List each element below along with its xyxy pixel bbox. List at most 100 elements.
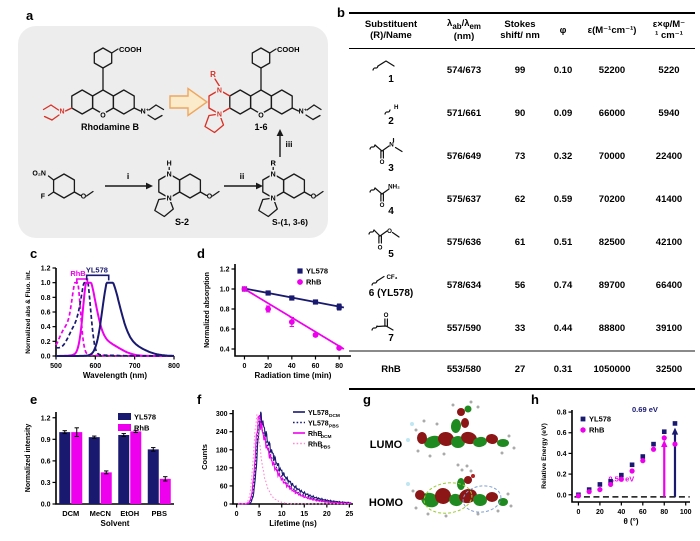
- svg-text:0.2: 0.2: [41, 339, 51, 346]
- product-red-ring-highlight: [204, 78, 231, 134]
- cell-brightness: 32500: [643, 349, 695, 390]
- table-row: N O 3 576/649 73 0.32 70000 22400: [349, 135, 695, 178]
- cell-brightness: 66400: [655, 279, 683, 291]
- s136-name: S-(1, 3-6): [272, 217, 308, 227]
- homo-orbital-image: [406, 463, 513, 518]
- table-row: O 7 557/590 33 0.44 88800 39100: [349, 307, 695, 351]
- substituent-structure-1: [372, 60, 395, 71]
- table-row: NH₂ O 4 575/637 62 0.59 70200 41400: [349, 178, 695, 221]
- cell-phi: 0.59: [553, 193, 573, 205]
- cell-phi: 0.32: [553, 150, 573, 162]
- cell-stokes: 99: [514, 64, 526, 76]
- oxygen-label: O: [207, 194, 213, 201]
- substituent-structure-4: NH₂ O: [369, 183, 400, 208]
- cell-lambda: 553/580: [433, 349, 495, 390]
- svg-text:0.4: 0.4: [220, 347, 230, 354]
- svg-text:0.4: 0.4: [557, 451, 567, 458]
- cooh-label: COOH: [119, 45, 142, 54]
- cell-brightness: 41400: [655, 193, 683, 205]
- svg-text:PBS: PBS: [321, 445, 332, 451]
- cell-stokes: 33: [514, 322, 526, 334]
- svg-text:YL578: YL578: [134, 413, 156, 422]
- svg-text:RhB: RhB: [589, 426, 605, 435]
- svg-text:0.0: 0.0: [41, 502, 51, 509]
- cell-lambda: 557/590: [446, 322, 482, 334]
- svg-text:O: O: [380, 159, 385, 165]
- svg-text:0.8: 0.8: [41, 295, 51, 302]
- photophysics-table: Substituent (R)/Name λab/λem (nm) Stokes sh…: [349, 11, 695, 390]
- compound-number: 7: [388, 333, 394, 345]
- nitrogen-label: N: [167, 196, 172, 203]
- panel-label-f: f: [197, 392, 202, 407]
- svg-text:H: H: [394, 104, 399, 111]
- table-row: H 2 571/661 90 0.09 66000 5940: [349, 92, 695, 135]
- cell-phi: 0.31: [545, 349, 581, 390]
- svg-text:DCM: DCM: [321, 434, 332, 440]
- svg-text:5: 5: [257, 511, 261, 518]
- svg-text:O: O: [384, 312, 389, 319]
- svg-text:120: 120: [216, 465, 228, 472]
- svg-text:0.0: 0.0: [557, 492, 567, 499]
- step-ii-label: ii: [240, 171, 245, 181]
- cell-epsilon: 1050000: [581, 349, 643, 390]
- panel-label-e: e: [30, 392, 38, 407]
- product-name: 1-6: [254, 122, 267, 132]
- chart-h-torsion-energy: 0 20 40 60 80 100 0.0 0.2 0.4 0.6 0.8 θ (°) Relative…: [541, 405, 692, 526]
- svg-text:800: 800: [168, 363, 180, 370]
- svg-text:0: 0: [235, 511, 239, 518]
- cell-epsilon: 52200: [598, 64, 626, 76]
- svg-text:DCM: DCM: [329, 413, 340, 419]
- homo-dashed-circle-blue: [462, 485, 502, 513]
- homo-label: HOMO: [369, 497, 404, 509]
- svg-text:0.6: 0.6: [41, 310, 51, 317]
- svg-text:10: 10: [278, 511, 286, 518]
- homo-dashed-circle-green: [423, 482, 473, 514]
- svg-text:60: 60: [312, 363, 320, 370]
- table-row: CF₃ 6 (YL578) 578/634 56 0.74 89700 6640…: [349, 264, 695, 307]
- substituent-structure-5: O O: [368, 228, 400, 251]
- svg-text:0.8: 0.8: [220, 307, 230, 314]
- cell-brightness: 42100: [655, 236, 683, 248]
- cell-brightness: 5220: [658, 64, 680, 76]
- svg-text:Normalized abs & Fluo. int.: Normalized abs & Fluo. int.: [25, 270, 32, 354]
- fluorine-label: F: [41, 194, 46, 201]
- panel-label-d: d: [197, 246, 205, 261]
- substituent-structure-3: N O: [369, 137, 403, 165]
- block-arrow-icon: [169, 87, 209, 117]
- svg-text:0.0: 0.0: [41, 354, 51, 361]
- svg-text:YL578: YL578: [589, 415, 611, 424]
- substituent-structure-6: CF₃: [371, 274, 398, 286]
- svg-text:0.6: 0.6: [220, 327, 230, 334]
- substituent-structure-7: O: [371, 312, 394, 331]
- svg-text:O: O: [387, 228, 392, 235]
- svg-text:1.0: 1.0: [220, 287, 230, 294]
- compound-number: 2: [388, 116, 394, 128]
- cell-brightness: 39100: [655, 322, 683, 334]
- svg-text:0.4: 0.4: [41, 324, 51, 331]
- panel-label-a: a: [26, 8, 34, 23]
- nitro-label: O₂N: [32, 171, 46, 178]
- svg-text:Wavelength (nm): Wavelength (nm): [83, 371, 147, 380]
- svg-text:0.2: 0.2: [557, 472, 567, 479]
- svg-text:O: O: [380, 202, 385, 208]
- rhodamine-b-name: Rhodamine B: [81, 122, 140, 132]
- table-row: O O 5 575/636 61 0.51 82500 42100: [349, 221, 695, 264]
- svg-text:PBS: PBS: [329, 424, 340, 430]
- svg-text:15: 15: [300, 511, 308, 518]
- compound-number: 3: [388, 162, 394, 174]
- svg-text:25: 25: [345, 511, 353, 518]
- reaction-arrow-iii: iii: [276, 129, 293, 157]
- svg-text:40: 40: [617, 509, 625, 516]
- svg-text:CF₃: CF₃: [386, 274, 397, 281]
- svg-text:Counts: Counts: [200, 444, 209, 470]
- reaction-arrow-i: i: [105, 171, 153, 190]
- s136-structure: [258, 166, 324, 218]
- svg-text:YL578: YL578: [308, 410, 329, 417]
- compound-number: 1: [388, 74, 394, 86]
- cell-phi: 0.74: [553, 279, 573, 291]
- lumo-label: LUMO: [370, 439, 403, 451]
- col-header-brightness: ε×φ/M⁻ ¹ cm⁻¹: [643, 11, 695, 49]
- cell-brightness: 5940: [658, 107, 680, 119]
- svg-text:0.3: 0.3: [41, 480, 51, 487]
